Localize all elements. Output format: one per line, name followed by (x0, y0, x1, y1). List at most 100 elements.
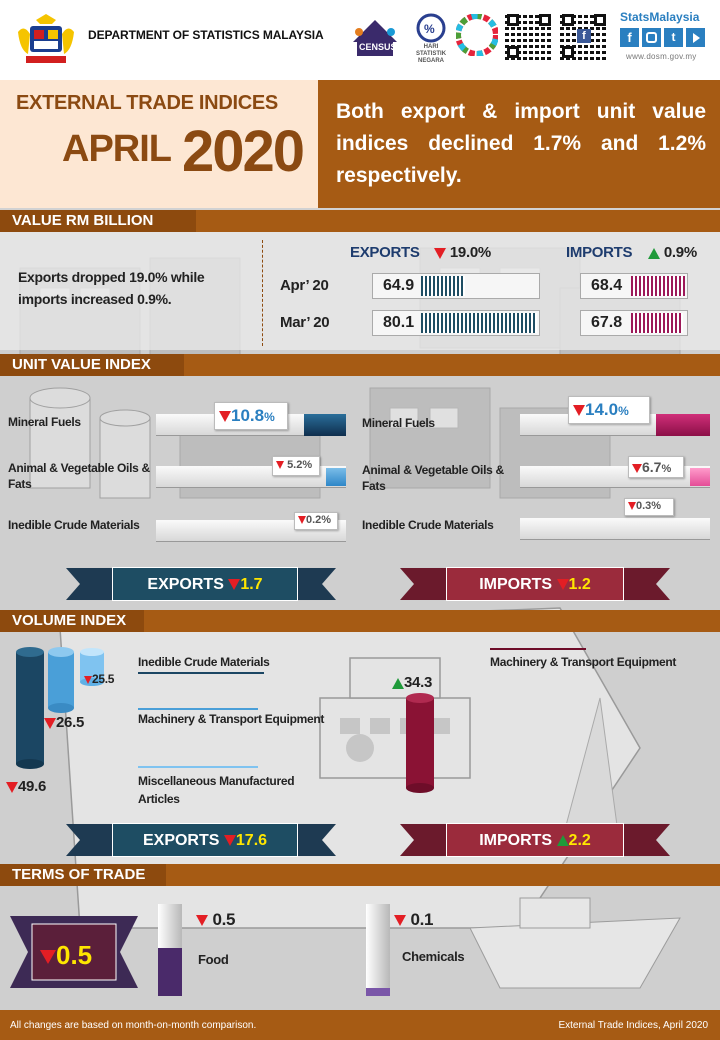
terms-chemicals-label: Chemicals (402, 949, 465, 964)
down-arrow-icon (628, 502, 636, 511)
down-arrow-icon (196, 915, 208, 927)
coat-of-arms-icon (18, 14, 74, 63)
volume-import-item: Machinery & Transport Equipment (490, 655, 677, 669)
value-exports-change: 19.0% (434, 244, 491, 261)
terms-food-change: 0.5 (196, 910, 235, 930)
volume-exports-cylinders (16, 647, 104, 769)
value-imports-change-text: 0.9% (663, 244, 697, 261)
title-panel (0, 80, 318, 208)
imports-value-mar: 67.8 (591, 314, 623, 331)
terms-overall-badge-shape (10, 916, 138, 988)
terms-section-title: TERMS OF TRADE (0, 864, 166, 886)
uvi-import-item: Inedible Crude Materials (362, 518, 494, 532)
census-logo-text: CENSUS (359, 42, 397, 52)
svg-text:%: % (424, 22, 435, 36)
qr-code-icon[interactable] (505, 12, 553, 60)
statistics-day-text: HARI STATISTIK NEGARA (415, 44, 447, 64)
volume-section-bar (0, 610, 720, 632)
down-arrow-icon (228, 579, 241, 591)
terms-food-bar (158, 904, 182, 996)
report-title: EXTERNAL TRADE INDICES (16, 92, 278, 114)
facebook-icon[interactable]: f (620, 28, 639, 47)
census-logo: CENSUS (345, 12, 405, 68)
headline-panel (318, 80, 720, 208)
legend-line (138, 708, 258, 710)
imports-bar-mar-fill (631, 313, 683, 333)
volume-exports-ribbon-shape (66, 824, 336, 856)
legend-line (490, 648, 586, 650)
volume-imports-ribbon: IMPORTS 2.2 (446, 823, 624, 857)
social-links: f t (620, 28, 705, 47)
facebook-icon: f (577, 29, 591, 43)
header: DEPARTMENT OF STATISTICS MALAYSIA CENSUS… (0, 0, 720, 80)
headline-text: Both export & import unit value indices … (336, 100, 706, 187)
volume-export-item: Inedible Crude Materials (138, 655, 270, 669)
uvi-import-callout: 6.7% (628, 456, 684, 478)
volume-import-change: 34.3 (392, 674, 432, 691)
volume-export-change: 49.6 (6, 778, 46, 795)
footer-note: All changes are based on month-on-month … (10, 1020, 257, 1031)
uvi-export-callout: 10.8% (214, 402, 288, 430)
uvi-exports-ribbon: EXPORTS 1.7 (112, 567, 298, 601)
uvi-import-item: Animal & Vegetable Oils & Fats (362, 463, 504, 493)
uvi-import-cap (690, 468, 710, 486)
website-url[interactable]: www.dosm.gov.my (626, 52, 697, 61)
down-arrow-icon (44, 717, 56, 729)
down-arrow-icon (298, 516, 306, 525)
imports-value-apr: 68.4 (591, 277, 623, 294)
value-section-title: VALUE RM BILLION (0, 210, 196, 232)
uvi-export-cap (304, 414, 346, 436)
terms-section-bar (0, 864, 720, 886)
twitter-icon[interactable]: t (664, 28, 683, 47)
uvi-imports-ribbon: IMPORTS 1.2 (446, 567, 624, 601)
down-arrow-icon (84, 675, 92, 684)
uvi-section-title: UNIT VALUE INDEX (0, 354, 184, 376)
instagram-icon[interactable] (642, 28, 661, 47)
qr-code-icon[interactable]: f (560, 12, 608, 60)
brand-name: StatsMalaysia (620, 10, 700, 24)
uvi-export-callout: 5.2% (272, 456, 320, 476)
exports-bar-apr: 64.9 (372, 273, 540, 299)
exports-value-apr: 64.9 (383, 277, 415, 294)
youtube-icon[interactable] (686, 28, 705, 47)
volume-export-item: Miscellaneous Manufactured Articles (138, 774, 295, 806)
footer-source: External Trade Indices, April 2020 (558, 1020, 708, 1031)
value-summary: Exports dropped 19.0% while imports incr… (18, 269, 205, 307)
imports-bar-apr: 68.4 (580, 273, 688, 299)
imports-bar-mar: 67.8 (580, 310, 688, 336)
down-arrow-icon (573, 405, 585, 417)
down-arrow-icon (223, 835, 236, 847)
volume-imports-ribbon-shape (400, 824, 670, 856)
terms-food-label: Food (198, 952, 229, 967)
uvi-import-cap (656, 414, 710, 436)
report-month: APRIL (62, 128, 172, 170)
up-arrow-icon (556, 835, 569, 847)
report-year: 2020 (182, 119, 305, 184)
down-arrow-icon (434, 247, 446, 259)
down-arrow-icon (632, 463, 642, 473)
uvi-import-track (520, 518, 710, 540)
sdg-wheel-icon (456, 14, 498, 56)
legend-line (138, 766, 258, 768)
down-arrow-icon (556, 579, 569, 591)
period-apr: Apr’ 20 (280, 277, 329, 294)
uvi-imports-ribbon-shape (400, 568, 670, 600)
uvi-exports-ribbon-shape (66, 568, 336, 600)
divider (262, 240, 263, 346)
value-exports-label: EXPORTS (350, 244, 420, 261)
terms-chemicals-change: 0.1 (394, 910, 433, 930)
exports-bar-mar-fill (421, 313, 537, 333)
volume-imports-cylinder (406, 693, 434, 793)
uvi-export-item: Inedible Crude Materials (8, 518, 140, 532)
down-arrow-icon (276, 461, 284, 470)
down-arrow-icon (6, 781, 18, 793)
terms-overall: 0.5 (40, 940, 92, 971)
volume-export-item: Machinery & Transport Equipment (138, 712, 325, 726)
volume-section-title: VOLUME INDEX (0, 610, 144, 632)
uvi-import-callout: 0.3% (624, 498, 674, 516)
volume-export-change: 25.5 (84, 672, 114, 686)
up-arrow-icon (392, 677, 404, 689)
footer: All changes are based on month-on-month … (0, 1010, 720, 1040)
legend-line (138, 672, 264, 674)
uvi-import-item: Mineral Fuels (362, 416, 435, 430)
